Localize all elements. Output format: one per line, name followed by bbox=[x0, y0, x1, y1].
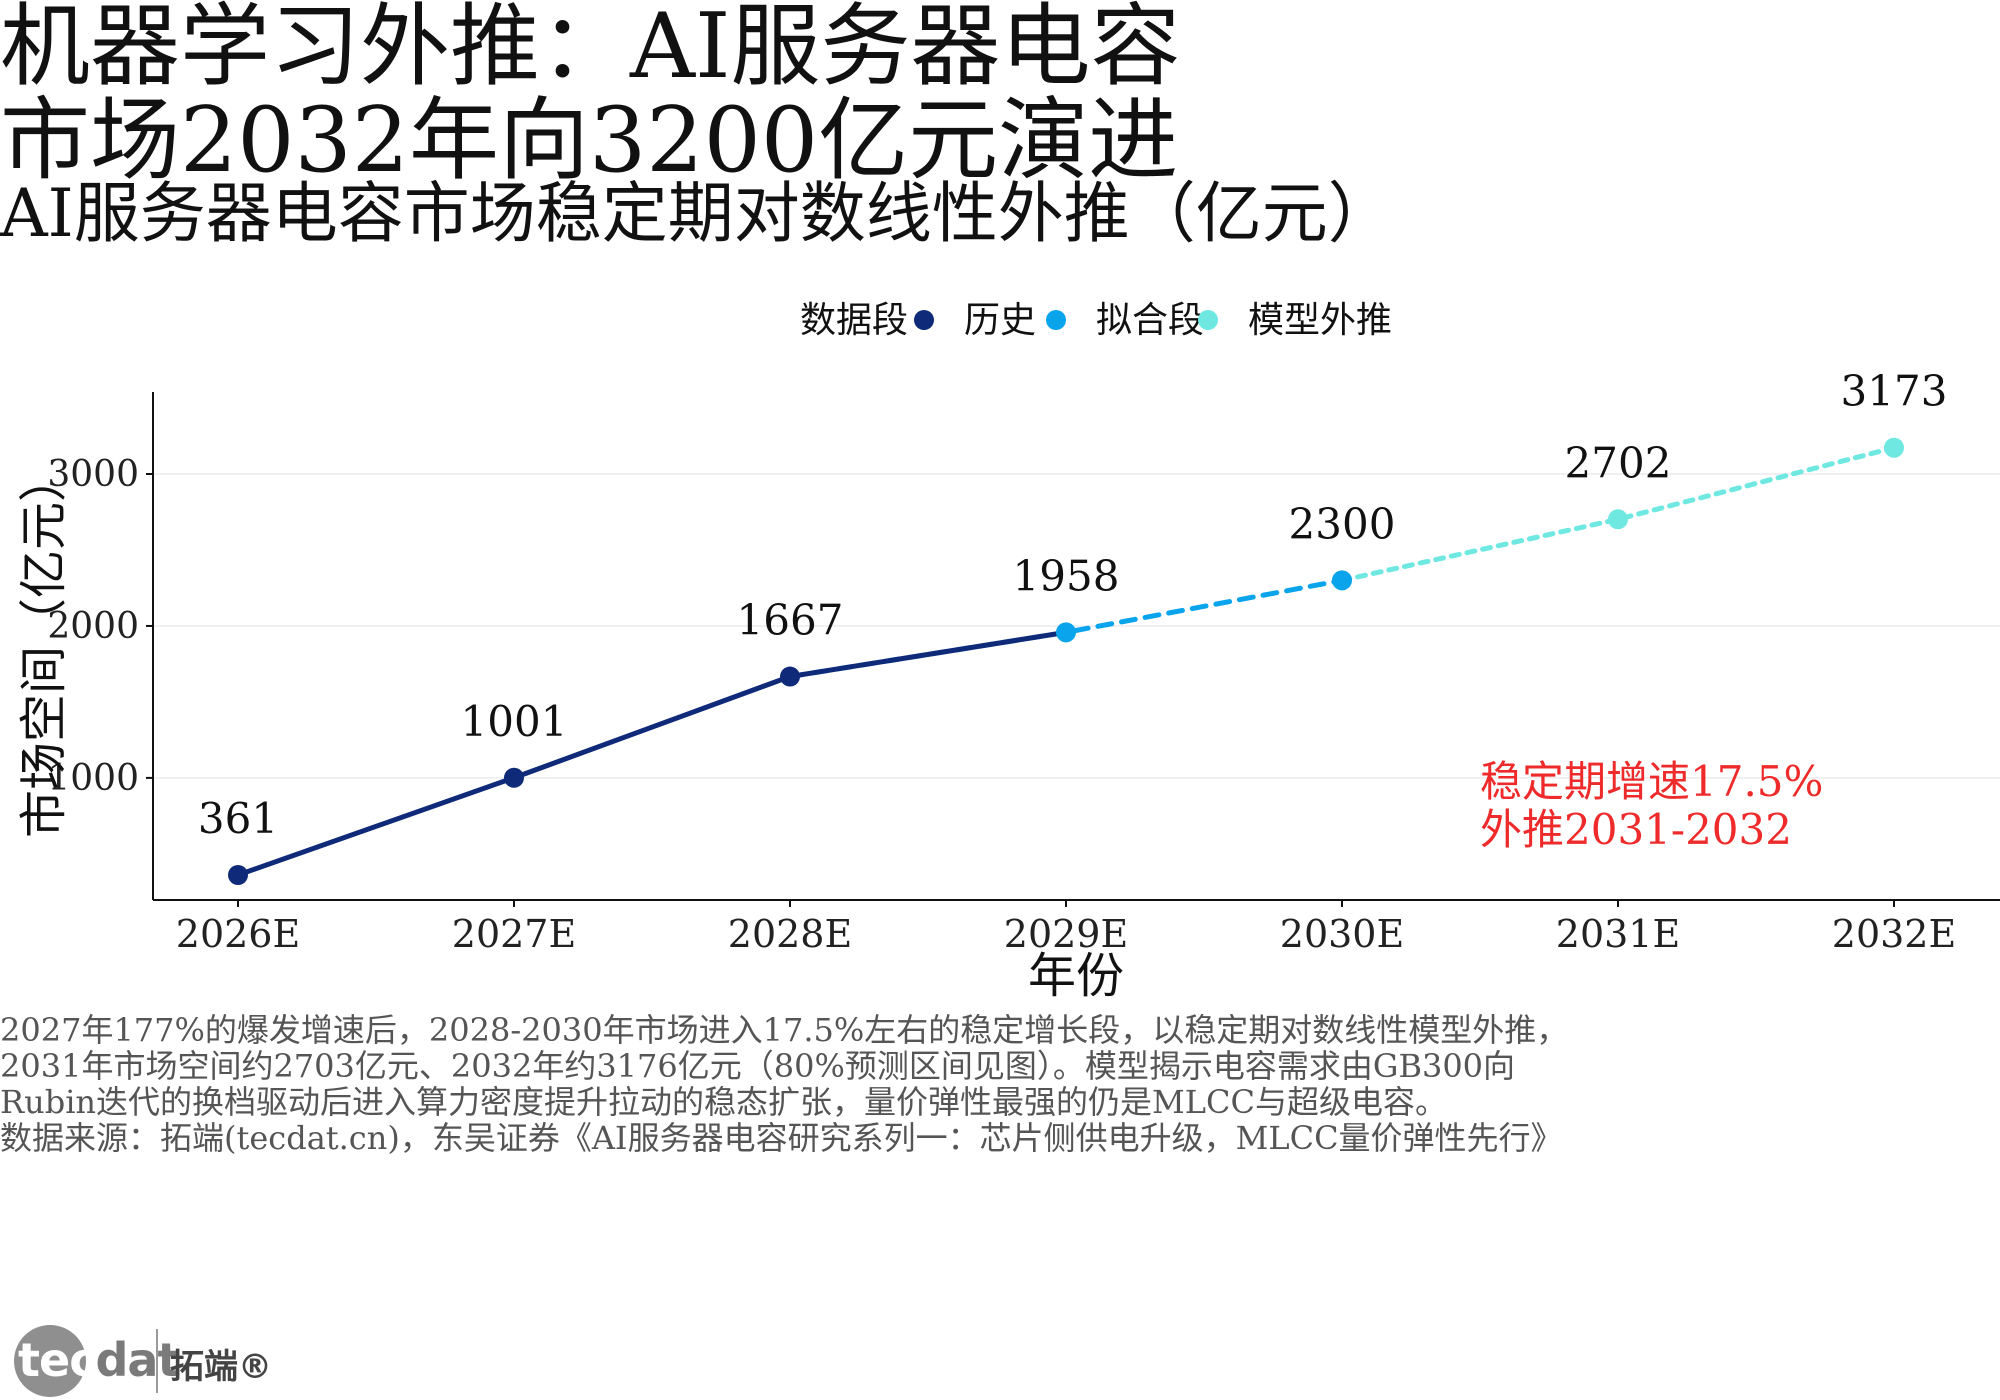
source-line: 数据来源：拓端(tecdat.cn)，东吴证券《AI服务器电容研究系列一：芯片侧… bbox=[0, 1119, 1563, 1157]
x-tick-label: 2029E bbox=[1004, 912, 1128, 956]
x-tick-label: 2030E bbox=[1280, 912, 1404, 956]
logo-circle bbox=[14, 1325, 86, 1397]
data-label: 1958 bbox=[1013, 551, 1120, 600]
data-label: 2702 bbox=[1565, 438, 1672, 487]
x-tick-label: 2026E bbox=[176, 912, 300, 956]
legend-marker bbox=[1046, 310, 1066, 330]
line-chart: 数据段 历史 拟合段 模型外推 1000 2000 3000 2026E 2027E 2028E… bbox=[16, 300, 2000, 1000]
data-point bbox=[1056, 622, 1076, 643]
data-labels: 361 1001 1667 1958 2300 2702 3173 bbox=[198, 367, 1948, 843]
x-axis-title: 年份 bbox=[1028, 948, 1124, 1000]
annotation-line: 外推2031-2032 bbox=[1480, 805, 1792, 854]
legend-label: 模型外推 bbox=[1248, 300, 1392, 341]
annotation: 稳定期增速17.5%外推2031-2032 bbox=[1480, 757, 1823, 854]
data-label: 361 bbox=[198, 794, 278, 843]
chart-subtitle: AI服务器电容市场稳定期对数线性外推（亿元） bbox=[0, 175, 1394, 252]
data-point bbox=[1884, 437, 1904, 458]
series-line bbox=[1339, 445, 1897, 583]
y-tick-label: 3000 bbox=[47, 454, 139, 495]
chart-title-line-2: 市场2032年向3200亿元演进 bbox=[0, 88, 1179, 193]
y-axis-title: 市场空间（亿元） bbox=[16, 454, 72, 838]
data-label: 2300 bbox=[1289, 499, 1396, 548]
chart-title: 机器学习外推：AI服务器电容 市场2032年向3200亿元演进 bbox=[0, 0, 1181, 188]
y-tick-label: 1000 bbox=[47, 758, 139, 799]
note-line: Rubin迭代的换档驱动后进入算力密度提升拉动的稳态扩张，量价弹性最强的仍是ML… bbox=[0, 1083, 1448, 1121]
legend-marker bbox=[1198, 310, 1218, 330]
data-label: 1001 bbox=[461, 697, 568, 746]
x-tick-label: 2027E bbox=[452, 912, 576, 956]
data-points bbox=[228, 437, 1904, 885]
x-tick-label: 2028E bbox=[728, 912, 852, 956]
grid-lines bbox=[153, 473, 2000, 779]
notes: 2027年177%的爆发增速后，2028-2030年市场进入17.5%左右的稳定… bbox=[0, 1012, 1568, 1156]
legend-label: 拟合段 bbox=[1096, 300, 1204, 341]
data-point bbox=[1332, 570, 1352, 591]
note-line: 2031年市场空间约2703亿元、2032年约3176亿元（80%预测区间见图）… bbox=[0, 1047, 1516, 1085]
data-point bbox=[504, 767, 524, 788]
annotation-line: 稳定期增速17.5% bbox=[1480, 757, 1823, 806]
legend-label: 历史 bbox=[964, 300, 1036, 341]
logo-chinese-name: 拓端® bbox=[170, 1347, 272, 1387]
logo-divider bbox=[156, 1329, 158, 1393]
y-tick-label: 2000 bbox=[47, 606, 139, 647]
logo-wordmark: tecdat bbox=[18, 1333, 179, 1387]
series-line bbox=[235, 629, 1069, 878]
note-line: 2027年177%的爆发增速后，2028-2030年市场进入17.5%左右的稳定… bbox=[0, 1011, 1569, 1049]
legend: 数据段 历史 拟合段 模型外推 bbox=[800, 300, 1392, 341]
axes: 1000 2000 3000 2026E 2027E 2028E 2029E 2030E 203… bbox=[16, 392, 2000, 1000]
legend-title: 数据段 bbox=[800, 300, 908, 341]
x-tick-label: 2032E bbox=[1832, 912, 1956, 956]
data-point bbox=[228, 865, 248, 885]
data-point bbox=[780, 666, 800, 687]
tecdat-logo: tecdat 拓端® bbox=[14, 1325, 274, 1397]
data-label: 3173 bbox=[1841, 367, 1948, 416]
legend-marker bbox=[914, 310, 934, 330]
data-label: 1667 bbox=[737, 596, 844, 645]
data-point bbox=[1608, 509, 1628, 530]
chart-title-line-1: 机器学习外推：AI服务器电容 bbox=[0, 0, 1181, 99]
x-tick-label: 2031E bbox=[1556, 912, 1680, 956]
